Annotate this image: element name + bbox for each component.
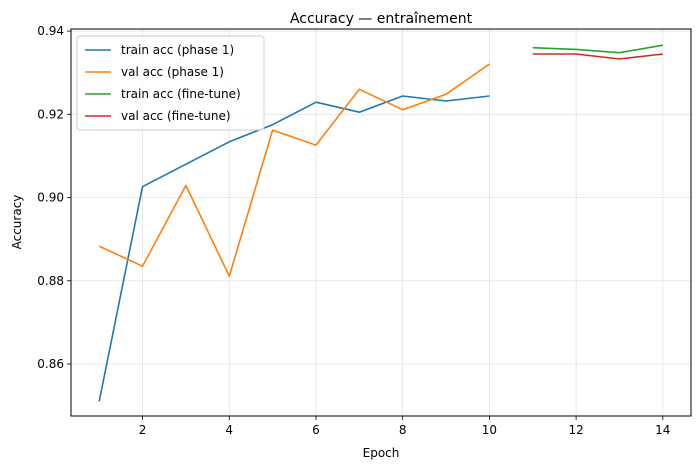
legend: train acc (phase 1) val acc (phase 1) trai… [76,35,265,131]
y-tick-label: 0.94 [37,24,64,38]
x-tick-label: 14 [655,423,670,437]
series-line-2 [532,44,663,54]
y-tick-label: 0.88 [37,274,64,288]
y-tick-label: 0.86 [37,357,64,371]
x-axis-ticks: 2 4 6 8 10 12 14 [139,416,670,437]
y-tick-label: 0.90 [37,191,64,205]
x-tick-label: 4 [225,423,233,437]
y-axis-ticks: 0.86 0.88 0.90 0.92 0.94 [37,24,71,371]
x-tick-label: 6 [312,423,320,437]
legend-label: val acc (phase 1) [121,65,224,79]
y-axis-title: Accuracy [10,195,24,250]
chart-title: Accuracy — entraînement [290,11,473,27]
series-line-1 [98,63,490,278]
legend-label: val acc (fine-tune) [121,109,231,123]
y-tick-label: 0.92 [37,107,64,121]
series-lines [98,44,663,402]
x-tick-label: 12 [568,423,583,437]
x-tick-label: 8 [399,423,407,437]
legend-box [76,35,265,131]
legend-label: train acc (phase 1) [121,43,234,57]
x-tick-label: 10 [482,423,497,437]
x-tick-label: 2 [139,423,147,437]
x-axis-title: Epoch [363,446,400,460]
legend-label: train acc (fine-tune) [121,87,241,101]
plot-frame [70,28,692,417]
series-line-0 [98,95,490,402]
grid [71,29,691,416]
series-line-3 [532,53,663,60]
